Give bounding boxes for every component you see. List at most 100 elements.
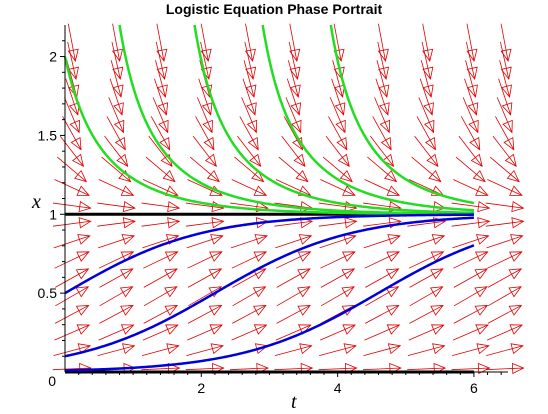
field-arrow [155, 60, 168, 98]
y-axis-label: x [31, 191, 41, 213]
field-arrow [244, 41, 257, 80]
field-arrow [487, 268, 523, 288]
solution-curve-above [329, 24, 475, 205]
field-arrow [53, 234, 91, 249]
field-arrow [495, 116, 515, 151]
field-arrow [320, 286, 355, 307]
field-arrow [242, 78, 257, 116]
field-arrow [54, 324, 91, 341]
x-tick-label: 6 [470, 380, 478, 396]
x-tick-label: 2 [197, 380, 205, 396]
field-arrow [232, 286, 267, 307]
field-arrow [275, 324, 312, 341]
field-arrow [364, 179, 401, 196]
field-arrow [143, 304, 179, 324]
field-arrow [285, 97, 302, 134]
field-arrow [320, 251, 356, 269]
field-arrow [106, 116, 126, 151]
field-arrow [232, 304, 267, 324]
field-arrow [275, 234, 313, 249]
field-arrow [232, 268, 267, 288]
field-arrow [110, 60, 124, 98]
field-arrow [281, 135, 306, 167]
field-arrow [97, 217, 136, 229]
field-arrow [150, 116, 171, 151]
field-arrow [57, 156, 88, 183]
field-arrow [141, 201, 181, 213]
field-arrow [499, 60, 513, 98]
field-arrow [487, 251, 523, 269]
field-arrow [275, 179, 312, 196]
field-arrow [54, 179, 90, 196]
field-arrow [99, 286, 134, 307]
field-arrow [364, 251, 400, 269]
field-arrow [465, 60, 478, 98]
x-tick-label: 4 [334, 380, 342, 396]
field-arrow [364, 304, 400, 324]
field-arrow [374, 97, 391, 134]
field-arrow [200, 23, 212, 62]
field-arrow [418, 97, 435, 134]
field-arrow [67, 41, 79, 80]
field-arrow [329, 97, 346, 134]
field-arrow [53, 343, 92, 357]
field-arrow [108, 97, 125, 134]
field-arrow [486, 234, 524, 249]
field-arrow [487, 304, 523, 324]
field-arrow [408, 234, 446, 249]
field-arrow [65, 78, 80, 116]
field-arrow [407, 343, 446, 357]
field-arrow [156, 23, 168, 62]
field-arrow [372, 116, 392, 151]
field-arrow [377, 23, 389, 62]
field-arrow [421, 41, 434, 80]
field-arrow [278, 156, 309, 183]
field-arrow [363, 343, 402, 357]
field-arrow [188, 286, 223, 307]
field-arrow [54, 251, 90, 269]
field-arrow [99, 268, 134, 288]
field-arrow [241, 97, 258, 134]
field-arrow [98, 179, 135, 196]
field-arrow [496, 97, 513, 134]
field-arrow [453, 179, 489, 196]
field-arrow [331, 78, 346, 116]
x-axis-label: t [291, 391, 297, 413]
field-arrow [419, 78, 434, 116]
field-arrow [408, 251, 445, 269]
solution-curves [63, 24, 475, 372]
direction-field [52, 23, 525, 375]
field-arrow [325, 135, 350, 167]
field-arrow [143, 251, 179, 269]
field-arrow [369, 135, 395, 167]
field-arrow [363, 234, 401, 249]
field-arrow [409, 268, 444, 288]
field-arrow [62, 116, 82, 151]
field-arrow [451, 362, 491, 375]
field-arrow [486, 343, 524, 357]
origin-label: 0 [48, 373, 56, 389]
field-arrow [244, 23, 256, 62]
field-arrow [375, 78, 390, 116]
field-arrow [492, 135, 517, 167]
field-arrow [452, 343, 490, 357]
tick-marks: 2 4 6 0.5 1 1.5 2 [38, 40, 502, 396]
field-arrow [230, 234, 268, 249]
field-arrow [152, 97, 169, 134]
field-arrow [52, 201, 92, 213]
field-arrow [97, 343, 136, 357]
field-arrow [187, 251, 223, 269]
field-arrow [64, 97, 80, 134]
solution-curve-below [64, 216, 474, 358]
field-arrow [231, 179, 268, 196]
y-tick-label: 1.5 [38, 127, 58, 143]
solution-curve-above [118, 24, 474, 216]
field-arrow [143, 268, 178, 288]
field-arrow [154, 78, 169, 116]
field-arrow [276, 286, 311, 307]
solution-curve-above [193, 24, 474, 215]
field-arrow [489, 156, 520, 183]
field-arrow [234, 156, 265, 183]
field-arrow [322, 156, 353, 183]
